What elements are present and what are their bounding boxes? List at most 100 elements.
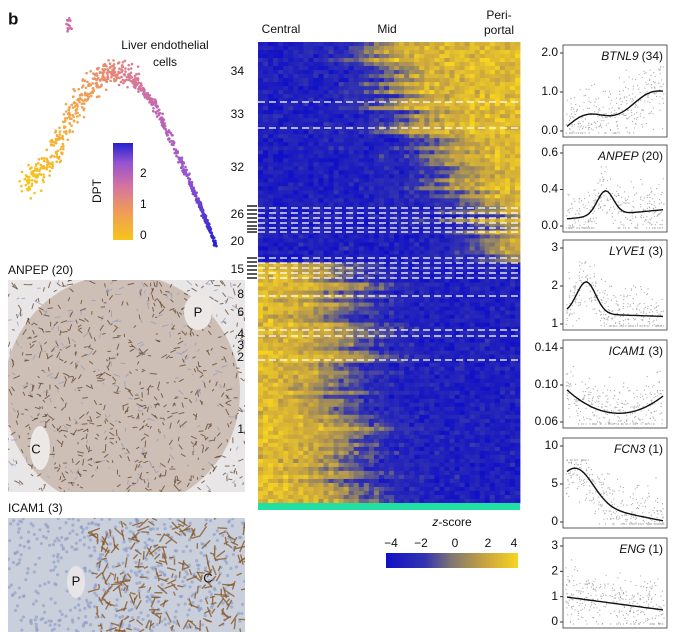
heatmap-cell [484,126,491,131]
nucleus [240,602,245,606]
cell-dot [51,140,55,144]
nucleus [151,527,155,531]
heatmap-cell [509,106,516,111]
tissue-stain [104,420,107,424]
heatmap-cell [298,82,304,87]
heatmap-cell [474,190,481,195]
heatmap-cell [273,114,279,119]
heatmap-cell [283,118,289,123]
tissue-stain [101,596,112,607]
heatmap-cell [494,210,501,215]
heatmap-cell [419,66,425,71]
nucleus [243,579,245,584]
heatmap-cell [263,58,269,63]
heatmap-cell [484,110,491,115]
heatmap-cell [434,46,440,51]
tissue-stain [61,330,68,333]
heatmap-cell [278,62,284,67]
heatmap-cell [323,78,329,83]
heatmap-cell [353,118,360,123]
tissue-stain [125,406,129,413]
heatmap-cell [464,42,471,47]
heatmap-cell [263,190,269,195]
heatmap-cell [333,182,340,187]
tissue-stain [178,444,183,450]
heatmap-cell [419,210,425,215]
heatmap-cell [484,142,491,147]
heatmap-cell [263,162,269,167]
heatmap-cell [444,158,450,163]
heatmap-cell [429,194,435,199]
heatmap-cell [414,70,420,75]
heatmap-cell [404,122,410,127]
tissue-stain [221,280,226,287]
heatmap-cell [288,74,294,79]
heatmap-cell [308,122,314,127]
heatmap-cell [444,130,450,135]
cell-dot [86,84,90,87]
tissue-stain [150,321,157,325]
heatmap-cell [373,110,380,115]
heatmap-cell [258,194,264,199]
heatmap-cell [424,174,430,179]
tissue-stain [185,332,188,335]
nucleus [89,554,94,558]
cell-dot [76,103,79,106]
heatmap-cell [273,158,279,163]
tissue-stain [123,629,126,632]
heatmap-cell [419,126,425,131]
heatmap-cell [514,62,521,67]
tissue-stain [172,309,177,314]
heatmap-cell [313,158,319,163]
nucleus [137,589,141,593]
tissue-stain [181,560,185,571]
heatmap-cell [298,150,304,155]
heatmap-cell [429,178,435,183]
tissue-stain [90,384,94,390]
heatmap-cell [489,58,496,63]
tissue-stain [124,410,127,414]
tissue-stain [102,532,109,546]
tissue-stain [159,489,163,492]
heatmap-cell [394,194,400,199]
heatmap-cell [424,70,430,75]
tissue-stain [57,280,60,283]
tissue-stain [106,289,109,297]
heatmap-cell [504,150,511,155]
tissue-stain [207,324,211,328]
nucleus [77,597,81,601]
heatmap-cell [499,214,506,219]
heatmap-cell [288,226,294,231]
cell-dot [48,174,51,177]
heatmap-cell [414,186,420,191]
heatmap-cell [298,162,304,167]
tissue-stain [101,562,109,575]
tissue-stain [242,522,245,536]
heatmap-cell [509,50,516,55]
heatmap-cell [298,214,304,219]
heatmap-cell [293,138,299,143]
heatmap-cell [429,50,435,55]
heatmap-cell [293,90,299,95]
nucleus [127,609,132,613]
heatmap-cell [444,110,450,115]
heatmap-cell [263,142,269,147]
tissue-stain [160,303,166,309]
heatmap-cell [368,178,375,183]
heatmap-cell [328,110,334,115]
nucleus [198,584,202,589]
nucleus [183,602,187,606]
heatmap-cell [348,146,355,151]
heatmap-cell [414,194,420,199]
nucleus [88,569,92,573]
heatmap-cell [509,82,516,87]
heatmap-cell [303,182,309,187]
heatmap-cell [419,178,425,183]
tissue-stain [116,484,121,488]
heatmap-cell [313,198,319,203]
tissue-stain [88,360,94,365]
heatmap-cell [268,178,274,183]
heatmap-cell [353,210,360,215]
tissue-stain [233,618,237,630]
